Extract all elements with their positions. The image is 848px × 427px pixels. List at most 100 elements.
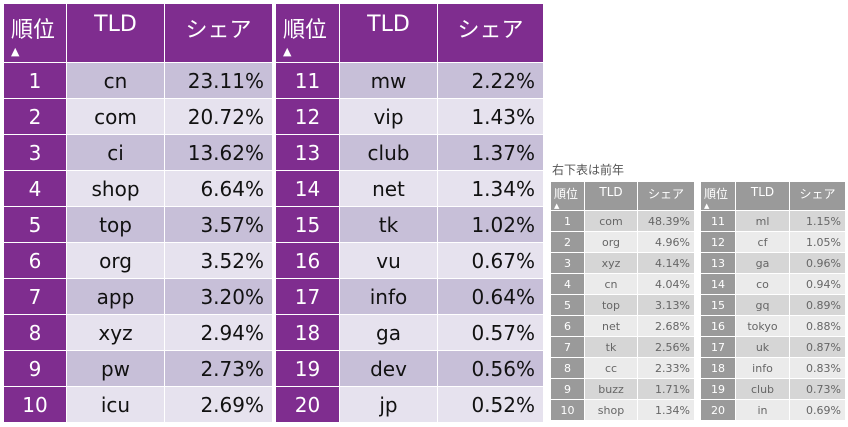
rank-cell: 11 [275,62,340,99]
table-row: 8 cc 2.33% [550,357,695,379]
tld-column-header[interactable]: TLD [735,181,790,211]
share-cell: 1.02% [437,206,544,243]
tld-cell: com [66,98,165,135]
table-row: 7 tk 2.56% [550,336,695,358]
share-cell: 4.04% [637,273,695,295]
tld-cell: ci [66,134,165,171]
rank-cell: 5 [3,206,67,243]
share-cell: 0.64% [437,278,544,315]
tld-cell: org [584,231,638,253]
rank-cell: 18 [700,357,736,379]
tld-cell: top [66,206,165,243]
rank-cell: 7 [550,336,585,358]
tld-cell: gq [735,294,790,316]
rank-cell: 17 [700,336,736,358]
table-header-row: 順位 ▲ TLD シェア [275,3,544,63]
tld-cell: pw [66,350,165,387]
table-row: 8 xyz 2.94% [3,314,273,351]
table-header-row: 順位 ▲ TLD シェア [700,181,846,211]
rank-column-header[interactable]: 順位 ▲ [275,3,340,63]
rank-column-header[interactable]: 順位 ▲ [550,181,585,211]
share-cell: 2.68% [637,315,695,337]
tld-cell: top [584,294,638,316]
table-row: 4 shop 6.64% [3,170,273,207]
share-column-header[interactable]: シェア [164,3,273,63]
table-row: 19 club 0.73% [700,378,846,400]
share-cell: 23.11% [164,62,273,99]
table-row: 16 vu 0.67% [275,242,544,279]
table-row: 13 ga 0.96% [700,252,846,274]
share-cell: 1.05% [789,231,846,253]
share-cell: 0.89% [789,294,846,316]
rank-cell: 16 [275,242,340,279]
table-row: 4 cn 4.04% [550,273,695,295]
sort-ascending-icon: ▲ [283,45,292,58]
tld-cell: net [584,315,638,337]
tld-cell: ml [735,210,790,232]
share-cell: 2.33% [637,357,695,379]
table-row: 17 info 0.64% [275,278,544,315]
share-cell: 0.69% [789,399,846,421]
rank-cell: 8 [3,314,67,351]
tld-cell: shop [66,170,165,207]
table-row: 10 shop 1.34% [550,399,695,421]
tld-cell: info [735,357,790,379]
tld-column-header[interactable]: TLD [339,3,438,63]
rank-cell: 12 [700,231,736,253]
tld-cell: buzz [584,378,638,400]
tld-cell: info [339,278,438,315]
rank-cell: 3 [3,134,67,171]
table-row: 9 pw 2.73% [3,350,273,387]
previous-year-caption: 右下表は前年 [552,163,625,177]
table-row: 16 tokyo 0.88% [700,315,846,337]
rank-cell: 14 [275,170,340,207]
table-row: 6 org 3.52% [3,242,273,279]
share-cell: 0.87% [789,336,846,358]
tld-cell: com [584,210,638,232]
table-row: 5 top 3.57% [3,206,273,243]
share-column-header[interactable]: シェア [789,181,846,211]
table-row: 12 vip 1.43% [275,98,544,135]
tld-cell: co [735,273,790,295]
tld-cell: vip [339,98,438,135]
rank-cell: 11 [700,210,736,232]
rank-cell: 20 [700,399,736,421]
share-cell: 4.96% [637,231,695,253]
rank-cell: 10 [550,399,585,421]
rank-cell: 1 [550,210,585,232]
table-row: 15 tk 1.02% [275,206,544,243]
table-row: 14 net 1.34% [275,170,544,207]
table-body: 1 com 48.39% 2 org 4.96% 3 xyz 4.14% 4 cn 4.04% 5 top… [550,210,695,421]
rank-cell: 2 [550,231,585,253]
share-cell: 0.57% [437,314,544,351]
tld-cell: tokyo [735,315,790,337]
tld-column-header[interactable]: TLD [66,3,165,63]
table-row: 3 xyz 4.14% [550,252,695,274]
table-row: 12 cf 1.05% [700,231,846,253]
tld-cell: cn [584,273,638,295]
tld-share-table-11-20: 順位 ▲ TLD シェア 11 mw 2.22% 12 vip 1.43% 13 club 1.… [275,3,544,423]
share-cell: 0.52% [437,386,544,423]
tld-cell: vu [339,242,438,279]
tld-column-header[interactable]: TLD [584,181,638,211]
tld-cell: cf [735,231,790,253]
table-header-row: 順位 ▲ TLD シェア [550,181,695,211]
share-cell: 2.69% [164,386,273,423]
rank-cell: 3 [550,252,585,274]
rank-cell: 9 [3,350,67,387]
tld-cell: app [66,278,165,315]
sort-ascending-icon: ▲ [704,202,710,210]
share-column-header[interactable]: シェア [637,181,695,211]
share-cell: 13.62% [164,134,273,171]
rank-column-header[interactable]: 順位 ▲ [700,181,736,211]
rank-cell: 5 [550,294,585,316]
rank-cell: 17 [275,278,340,315]
share-column-header[interactable]: シェア [437,3,544,63]
rank-cell: 6 [550,315,585,337]
sort-ascending-icon: ▲ [554,202,560,210]
rank-column-header[interactable]: 順位 ▲ [3,3,67,63]
share-cell: 0.67% [437,242,544,279]
share-cell: 0.96% [789,252,846,274]
table-row: 20 jp 0.52% [275,386,544,423]
share-cell: 2.94% [164,314,273,351]
